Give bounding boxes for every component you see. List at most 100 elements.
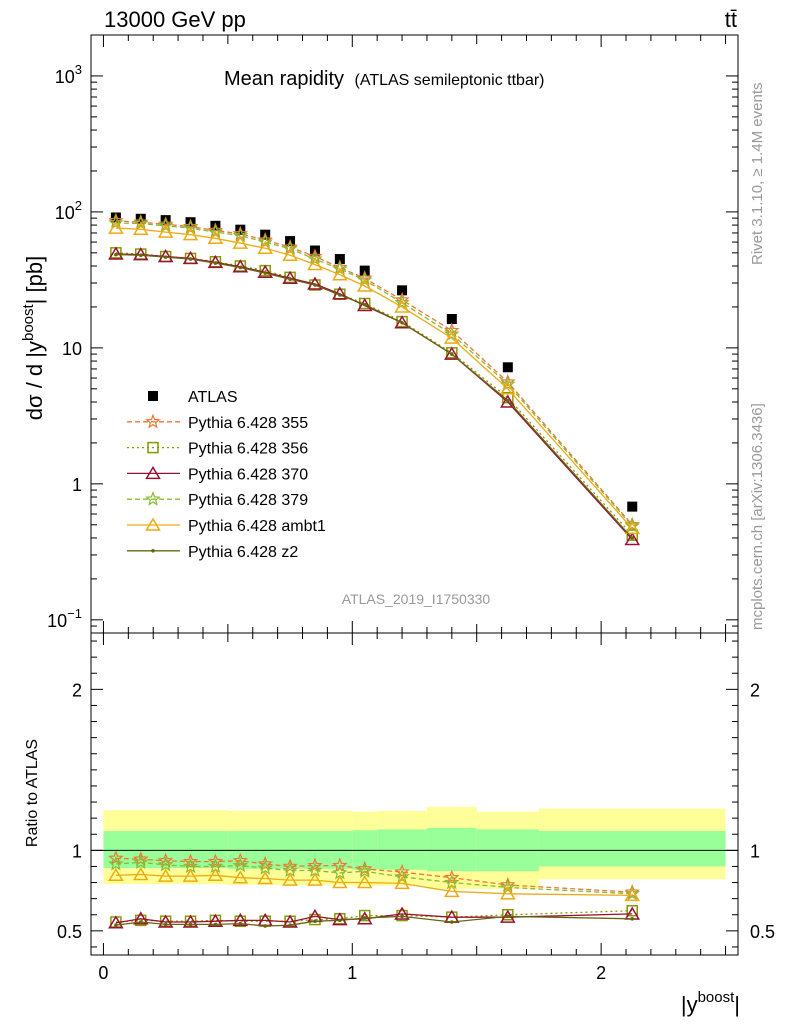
ratio-data-point (108, 850, 124, 866)
main-data-point (356, 278, 373, 292)
legend-label: Pythia 6.428 379 (188, 492, 308, 509)
legend-marker (147, 441, 159, 454)
main-series-group (108, 212, 641, 546)
main-data-point (133, 214, 149, 229)
main-data-point (624, 520, 641, 535)
x-tick-label: 1 (347, 963, 357, 983)
ratio-data-point (288, 923, 292, 928)
main-data-point (263, 271, 267, 275)
ratio-data-point (443, 869, 460, 885)
ratio-data-point (394, 906, 410, 920)
ratio-data-point (238, 921, 243, 926)
main-data-point (114, 252, 118, 257)
main-data-point (444, 346, 460, 360)
chart-subtitle: (ATLAS semileptonic ttbar) (355, 72, 545, 89)
ratio-data-point (108, 855, 124, 871)
ratio-data-point (500, 886, 516, 900)
main-series-5 (108, 220, 641, 535)
ratio-y-axis-label: Ratio to ATLAS (24, 739, 41, 847)
main-data-point (394, 291, 410, 307)
mcplots-label: mcplots.cern.ch [arXiv:1306.3436] (749, 403, 766, 630)
legend-entry: Pythia 6.428 ambt1 (127, 517, 326, 535)
legend-entry: Pythia 6.428 355 (127, 413, 308, 432)
process-label: tt̄ (725, 7, 737, 32)
main-data-point (157, 217, 174, 233)
main-data-point (338, 293, 342, 297)
x-tick-label: 0 (98, 963, 108, 983)
main-data-point (232, 235, 249, 249)
ratio-data-point (132, 867, 149, 881)
legend-label: Pythia 6.428 356 (188, 441, 308, 458)
main-data-point (444, 330, 460, 344)
ratio-data-point (182, 914, 199, 928)
legend-entry: Pythia 6.428 379 (127, 491, 308, 509)
ratio-data-point (444, 883, 460, 898)
chart-title-line: Mean rapidity (ATLAS semileptonic ttbar) (224, 68, 545, 90)
ratio-data-point (138, 920, 143, 924)
ratio-inner-band (426, 827, 477, 872)
ratio-data-point (163, 922, 168, 927)
main-series-line (115, 227, 633, 529)
ratio-data-point (207, 867, 224, 882)
ratio-series-line (115, 913, 633, 924)
ratio-plot-frame (90, 632, 739, 956)
ratio-data-point (307, 857, 323, 873)
ratio-y-tick-label-right: 0.5 (750, 922, 775, 942)
main-data-point (207, 230, 224, 245)
main-data-point (182, 250, 199, 265)
rivet-version-label: Rivet 3.1.10, ≥ 1.4M events (749, 83, 766, 266)
ratio-axis-ticks: 0.5 0.5 1 1 2 2 0 1 2 (57, 633, 775, 983)
main-data-point (356, 271, 373, 287)
main-data-point (400, 320, 404, 325)
ratio-data-point (157, 852, 174, 868)
main-data-point (362, 302, 367, 307)
ratio-data-point (332, 857, 348, 873)
ratio-inner-band (538, 831, 726, 867)
x-axis-label: |yboost| (681, 989, 740, 1017)
ratio-data-point (207, 853, 224, 869)
ratio-data-point (232, 852, 249, 868)
main-data-point (307, 257, 323, 271)
ratio-data-point (257, 859, 273, 875)
ratio-data-point (108, 915, 124, 929)
x-tick-label: 2 (596, 963, 606, 983)
ratio-data-point (157, 868, 174, 882)
ratio-data-point (332, 875, 348, 889)
legend-entry: Pythia 6.428 370 (127, 465, 308, 483)
main-data-point (500, 381, 516, 395)
main-data-point (238, 265, 243, 270)
ratio-data-point (394, 875, 410, 890)
ratio-data-point (232, 857, 249, 873)
ratio-data-point (213, 922, 218, 927)
main-data-point (500, 394, 516, 408)
ratio-uncertainty-bands (103, 806, 726, 889)
ratio-series-5 (114, 914, 635, 928)
main-data-point (397, 285, 408, 296)
main-y-tick-label: 102 (55, 198, 82, 223)
main-data-point (499, 376, 516, 391)
legend-entry: Pythia 6.428 356 (127, 441, 308, 458)
legend-label: Pythia 6.428 370 (188, 466, 308, 483)
ratio-data-point (624, 887, 641, 902)
ratio-data-point (499, 879, 516, 894)
main-series-line (115, 220, 633, 526)
energy-label: 13000 GeV pp (104, 7, 246, 32)
ratio-y-tick-label-left: 1 (72, 841, 82, 861)
ratio-data-point (338, 918, 342, 923)
chart-title: Mean rapidity (224, 68, 344, 90)
ratio-series-line (115, 861, 633, 895)
main-data-point (394, 294, 410, 310)
main-data-point (307, 250, 323, 266)
main-data-point (334, 254, 345, 265)
main-data-point (108, 214, 124, 230)
main-data-point (157, 224, 174, 238)
main-data-point (332, 267, 348, 281)
ratio-series-group (108, 850, 641, 929)
main-data-point (232, 259, 249, 273)
main-data-point (138, 253, 143, 258)
analysis-id-label: ATLAS_2019_I1750330 (342, 591, 491, 607)
ratio-data-point (133, 854, 149, 870)
main-data-point (133, 215, 149, 231)
legend-marker (148, 391, 158, 401)
